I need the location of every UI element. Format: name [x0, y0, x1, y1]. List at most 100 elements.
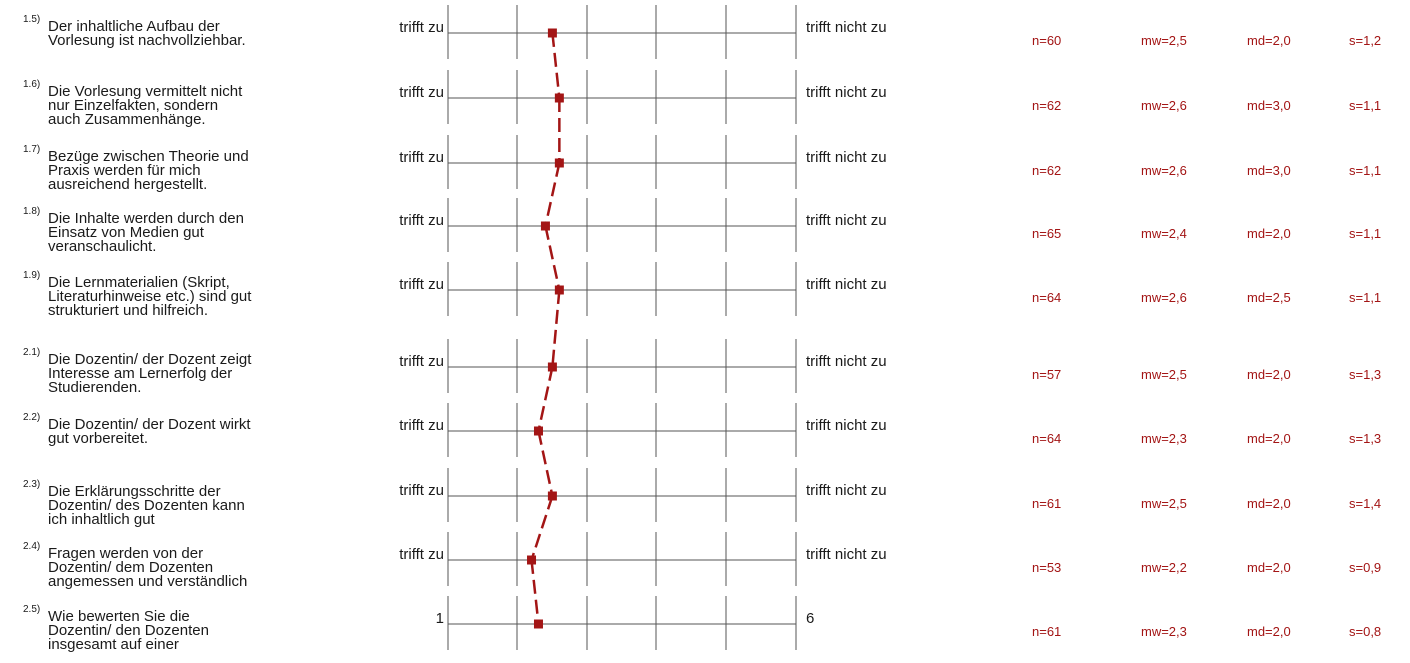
item-number: 1.5): [23, 14, 41, 25]
mean-marker: [547, 362, 557, 372]
item-question-line: Die Dozentin/ der Dozent zeigt: [48, 351, 252, 368]
stat-s: s=1,1: [1349, 226, 1382, 241]
scale-left-label: trifft zu: [399, 546, 444, 563]
stat-n: n=53: [1032, 560, 1062, 575]
item-number: 1.7): [23, 144, 41, 155]
stat-mw: mw=2,6: [1141, 98, 1187, 113]
item-question-line: Studierenden.: [48, 379, 142, 396]
stat-s: s=1,1: [1349, 98, 1382, 113]
mean-marker: [533, 619, 543, 629]
scale-left-label: trifft zu: [399, 276, 444, 293]
stat-mw: mw=2,5: [1141, 496, 1187, 511]
scale-left-label: trifft zu: [399, 84, 444, 101]
item-question-line: Die Vorlesung vermittelt nicht: [48, 83, 243, 100]
scale-left-label: trifft zu: [399, 353, 444, 370]
stat-mw: mw=2,4: [1141, 226, 1187, 241]
stat-s: s=1,4: [1349, 496, 1382, 511]
stat-n: n=60: [1032, 33, 1062, 48]
item-question-line: Vorlesung ist nachvollziehbar.: [48, 32, 246, 49]
item-question-line: Einsatz von Medien gut: [48, 224, 204, 241]
item-question-line: Der inhaltliche Aufbau der: [48, 18, 220, 35]
item-question-line: angemessen und verständlich: [48, 573, 248, 590]
item-question-line: Die Erklärungsschritte der: [48, 483, 221, 500]
stat-n: n=62: [1032, 98, 1062, 113]
stat-mw: mw=2,5: [1141, 33, 1187, 48]
item-number: 2.5): [23, 604, 41, 615]
scale-left-label: 1: [435, 610, 444, 627]
stat-md: md=2,0: [1247, 624, 1291, 639]
item-question-line: Praxis werden für mich: [48, 162, 201, 179]
item-number: 1.6): [23, 79, 41, 90]
mean-marker: [554, 93, 564, 103]
profile-line-segment: [537, 366, 554, 432]
stat-md: md=2,0: [1247, 560, 1291, 575]
scale-right-label: trifft nicht zu: [806, 212, 887, 229]
item-question-line: Bezüge zwischen Theorie und: [48, 148, 249, 165]
mean-marker: [547, 28, 557, 38]
stat-s: s=1,2: [1349, 33, 1382, 48]
item-number: 1.9): [23, 270, 41, 281]
item-number: 2.4): [23, 541, 41, 552]
item-question-line: veranschaulicht.: [48, 238, 157, 255]
stat-md: md=2,0: [1247, 33, 1291, 48]
scale-right-label: trifft nicht zu: [806, 417, 887, 434]
mean-marker: [554, 285, 564, 295]
profile-line-segment: [551, 289, 561, 368]
stat-md: md=2,0: [1247, 496, 1291, 511]
scale-left-label: trifft zu: [399, 149, 444, 166]
stat-s: s=1,1: [1349, 290, 1382, 305]
stat-s: s=1,3: [1349, 431, 1382, 446]
stat-n: n=61: [1032, 624, 1062, 639]
stat-mw: mw=2,6: [1141, 290, 1187, 305]
scale-right-label: trifft nicht zu: [806, 482, 887, 499]
stat-md: md=3,0: [1247, 98, 1291, 113]
scale-right-label: 6: [806, 610, 815, 627]
stat-s: s=0,9: [1349, 560, 1382, 575]
stat-s: s=1,3: [1349, 367, 1382, 382]
item-number: 2.3): [23, 479, 41, 490]
profile-line-segment: [551, 32, 561, 99]
stat-mw: mw=2,5: [1141, 367, 1187, 382]
scale-left-label: trifft zu: [399, 482, 444, 499]
scale-right-label: trifft nicht zu: [806, 353, 887, 370]
stat-s: s=1,1: [1349, 163, 1382, 178]
scale-left-label: trifft zu: [399, 417, 444, 434]
stat-n: n=65: [1032, 226, 1062, 241]
item-question-line: insgesamt auf einer: [48, 636, 179, 653]
stat-mw: mw=2,3: [1141, 431, 1187, 446]
scale-left-label: trifft zu: [399, 19, 444, 36]
item-number: 2.2): [23, 412, 41, 423]
item-number: 2.1): [23, 347, 41, 358]
item-question-line: auch Zusammenhänge.: [48, 111, 206, 128]
item-question-line: Wie bewerten Sie die: [48, 608, 190, 625]
scale-right-label: trifft nicht zu: [806, 149, 887, 166]
stat-n: n=57: [1032, 367, 1062, 382]
stat-mw: mw=2,3: [1141, 624, 1187, 639]
profile-line-segment: [544, 162, 561, 227]
profile-line-segment: [544, 225, 561, 291]
item-question-line: Interesse am Lernerfolg der: [48, 365, 233, 382]
mean-marker: [554, 158, 564, 168]
scale-right-label: trifft nicht zu: [806, 84, 887, 101]
item-question-line: Die Dozentin/ der Dozent wirkt: [48, 416, 251, 433]
item-question-line: Die Inhalte werden durch den: [48, 210, 244, 227]
item-question-line: gut vorbereitet.: [48, 430, 149, 447]
stat-mw: mw=2,2: [1141, 560, 1187, 575]
item-question-line: ausreichend hergestellt.: [48, 176, 208, 193]
profile-line-segment: [530, 495, 554, 561]
scale-left-label: trifft zu: [399, 212, 444, 229]
mean-marker: [540, 221, 550, 231]
profile-line-segment: [530, 559, 540, 625]
stat-n: n=62: [1032, 163, 1062, 178]
item-question-line: Dozentin/ den Dozenten: [48, 622, 209, 639]
mean-marker: [533, 426, 543, 436]
item-question-line: Dozentin/ des Dozenten kann: [48, 497, 245, 514]
profile-line-segment: [537, 430, 554, 497]
item-question-line: strukturiert und hilfreich.: [48, 302, 209, 319]
stat-md: md=2,0: [1247, 431, 1291, 446]
stat-md: md=3,0: [1247, 163, 1291, 178]
item-number: 1.8): [23, 206, 41, 217]
scale-right-label: trifft nicht zu: [806, 19, 887, 36]
scale-right-label: trifft nicht zu: [806, 276, 887, 293]
